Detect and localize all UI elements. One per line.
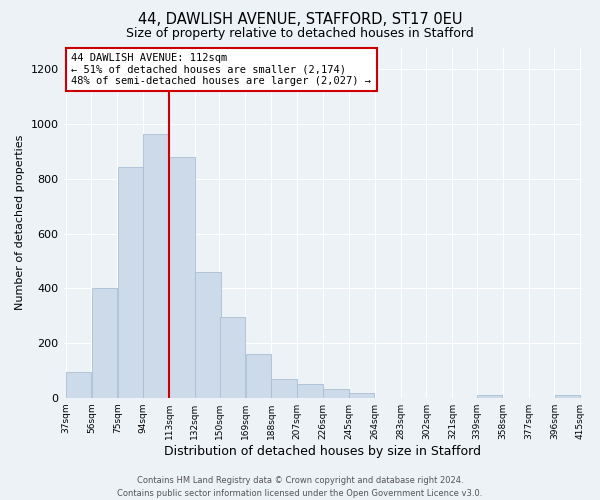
Bar [297,384,323,398]
Text: 44, DAWLISH AVENUE, STAFFORD, ST17 0EU: 44, DAWLISH AVENUE, STAFFORD, ST17 0EU [138,12,462,28]
Bar [118,166,143,398]
Text: 44 DAWLISH AVENUE: 112sqm
← 51% of detached houses are smaller (2,174)
48% of se: 44 DAWLISH AVENUE: 112sqm ← 51% of detac… [71,53,371,86]
Bar [220,317,245,398]
Text: Size of property relative to detached houses in Stafford: Size of property relative to detached ho… [126,28,474,40]
Bar [477,395,502,398]
X-axis label: Distribution of detached houses by size in Stafford: Distribution of detached houses by size … [164,444,481,458]
Bar [554,395,580,398]
Bar [195,272,221,398]
Bar [143,134,169,398]
Bar [245,354,271,398]
Bar [92,288,117,398]
Text: Contains HM Land Registry data © Crown copyright and database right 2024.
Contai: Contains HM Land Registry data © Crown c… [118,476,482,498]
Bar [66,372,91,398]
Bar [169,157,195,398]
Bar [271,378,297,398]
Bar [323,388,349,398]
Y-axis label: Number of detached properties: Number of detached properties [15,135,25,310]
Bar [349,393,374,398]
